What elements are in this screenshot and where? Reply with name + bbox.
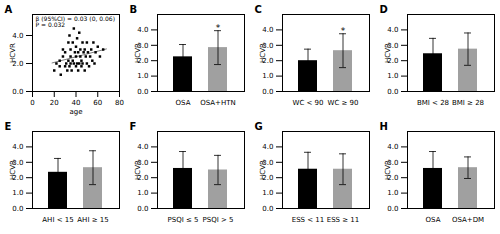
svg-text:OSA+DM: OSA+DM — [452, 216, 484, 224]
svg-text:HCVR: HCVR — [9, 160, 17, 180]
svg-text:1.0: 1.0 — [262, 189, 273, 197]
svg-text:WC ≥ 90: WC ≥ 90 — [327, 99, 358, 107]
svg-text:4.0: 4.0 — [12, 32, 23, 40]
svg-text:2.0: 2.0 — [262, 56, 274, 65]
svg-text:HCVR: HCVR — [384, 43, 392, 63]
svg-text:B: B — [130, 4, 138, 15]
svg-text:*: * — [341, 26, 346, 36]
svg-text:PSQI ≤ 5: PSQI ≤ 5 — [167, 216, 198, 224]
svg-text:4.0: 4.0 — [387, 26, 398, 34]
svg-text:1.0: 1.0 — [387, 72, 398, 80]
svg-text:OSA: OSA — [176, 99, 191, 107]
svg-text:4.0: 4.0 — [262, 143, 273, 151]
svg-text:HCVR: HCVR — [259, 43, 267, 63]
svg-text:40: 40 — [72, 99, 81, 107]
svg-text:4.0: 4.0 — [262, 26, 273, 34]
svg-text:OSA+HTN: OSA+HTN — [200, 99, 236, 107]
svg-text:3.0: 3.0 — [387, 41, 399, 50]
svg-text:1.0: 1.0 — [137, 189, 148, 197]
svg-text:age: age — [69, 108, 82, 116]
svg-text:HCVR: HCVR — [134, 43, 142, 63]
svg-text:HCVR: HCVR — [384, 160, 392, 180]
svg-text:20: 20 — [50, 99, 59, 107]
svg-text:2.0: 2.0 — [387, 173, 399, 182]
svg-text:2.0: 2.0 — [137, 56, 149, 65]
svg-text:0.0: 0.0 — [137, 88, 148, 96]
svg-text:HCVR: HCVR — [134, 160, 142, 180]
svg-text:F: F — [130, 121, 137, 132]
svg-text:2.0: 2.0 — [12, 59, 24, 68]
svg-text:1.0: 1.0 — [137, 72, 148, 80]
svg-text:2.0: 2.0 — [137, 173, 149, 182]
svg-text:BMI ≥ 28: BMI ≥ 28 — [452, 99, 484, 107]
svg-text:β (95%CI) = 0.03 (0, 0.06)P =: β (95%CI) = 0.03 (0, 0.06)P = 0.032 — [36, 15, 116, 28]
svg-text:OSA: OSA — [426, 216, 441, 224]
svg-text:0.0: 0.0 — [387, 88, 398, 96]
svg-text:0.0: 0.0 — [262, 88, 273, 96]
svg-text:4.0: 4.0 — [387, 143, 398, 151]
svg-text:4.0: 4.0 — [137, 26, 148, 34]
svg-text:1.0: 1.0 — [12, 189, 23, 197]
svg-text:4.0: 4.0 — [12, 143, 23, 151]
svg-text:3.0: 3.0 — [262, 158, 274, 167]
svg-text:WC < 90: WC < 90 — [292, 99, 323, 107]
svg-text:AHI ≥ 15: AHI ≥ 15 — [77, 216, 108, 224]
svg-text:3.0: 3.0 — [12, 158, 24, 167]
svg-text:1.0: 1.0 — [262, 72, 273, 80]
svg-text:2.0: 2.0 — [262, 173, 274, 182]
svg-text:D: D — [380, 4, 388, 15]
svg-text:*: * — [216, 23, 221, 33]
svg-text:AHI < 15: AHI < 15 — [42, 216, 73, 224]
svg-text:80: 80 — [115, 99, 124, 107]
svg-text:HCVR: HCVR — [259, 160, 267, 180]
svg-text:0: 0 — [30, 99, 34, 107]
svg-text:3.0: 3.0 — [387, 158, 399, 167]
svg-text:A: A — [5, 4, 13, 15]
svg-text:3.0: 3.0 — [137, 41, 149, 50]
svg-text:ESS < 11: ESS < 11 — [292, 216, 325, 224]
svg-text:BMI < 28: BMI < 28 — [417, 99, 449, 107]
svg-text:2.0: 2.0 — [12, 173, 24, 182]
svg-text:H: H — [380, 121, 388, 132]
svg-text:C: C — [255, 4, 262, 15]
svg-text:0.0: 0.0 — [12, 205, 23, 213]
svg-text:E: E — [5, 121, 12, 132]
svg-text:HCVR: HCVR — [9, 43, 17, 63]
svg-text:1.0: 1.0 — [387, 189, 398, 197]
svg-text:2.0: 2.0 — [387, 56, 399, 65]
svg-text:0.0: 0.0 — [387, 205, 398, 213]
svg-text:0.0: 0.0 — [262, 205, 273, 213]
svg-text:G: G — [255, 121, 263, 132]
svg-text:4.0: 4.0 — [137, 143, 148, 151]
svg-text:3.0: 3.0 — [137, 158, 149, 167]
svg-text:0.0: 0.0 — [137, 205, 148, 213]
svg-text:60: 60 — [93, 99, 102, 107]
svg-text:3.0: 3.0 — [262, 41, 274, 50]
svg-text:0.0: 0.0 — [12, 88, 23, 96]
svg-text:PSQI > 5: PSQI > 5 — [202, 216, 233, 224]
svg-text:ESS ≥ 11: ESS ≥ 11 — [327, 216, 360, 224]
